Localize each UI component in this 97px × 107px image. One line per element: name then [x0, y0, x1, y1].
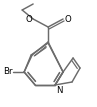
Text: O: O [25, 15, 32, 24]
Text: Br: Br [3, 68, 12, 77]
Text: O: O [64, 15, 71, 24]
Text: N: N [56, 86, 63, 95]
